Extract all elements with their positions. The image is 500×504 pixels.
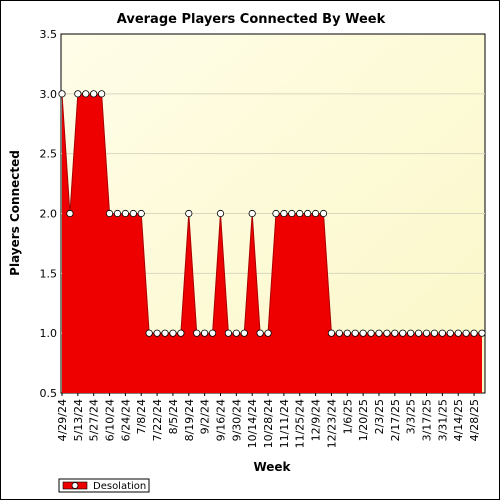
data-point: [248, 209, 256, 218]
legend-marker: [71, 482, 79, 489]
data-point: [454, 329, 462, 337]
data-point: [232, 329, 240, 337]
data-point: [311, 209, 320, 218]
x-tick-label: 7/8/24: [135, 399, 148, 434]
data-point: [145, 329, 153, 337]
data-point: [216, 209, 225, 218]
x-tick-label: 3/31/25: [436, 399, 449, 441]
data-point: [407, 329, 415, 337]
x-tick-label: 11/11/24: [278, 399, 291, 448]
data-point: [177, 329, 185, 337]
data-point: [201, 329, 209, 337]
data-point: [121, 209, 129, 218]
data-point: [351, 329, 359, 337]
data-point: [430, 329, 439, 337]
data-point: [66, 209, 74, 218]
data-point: [264, 329, 272, 337]
data-point: [137, 209, 145, 218]
data-point: [422, 329, 431, 337]
data-point: [208, 329, 217, 337]
data-point: [478, 329, 486, 337]
data-point: [288, 209, 296, 218]
data-point: [367, 329, 375, 337]
data-point: [185, 209, 193, 218]
data-point: [446, 329, 454, 337]
y-tick-label: 2.5: [40, 148, 58, 161]
x-tick-label: 1/6/25: [341, 399, 354, 434]
x-tick-label: 10/28/24: [262, 399, 275, 448]
data-point: [296, 209, 304, 218]
y-tick-label: 3.5: [40, 28, 58, 41]
legend-label: Desolation: [93, 481, 146, 492]
data-point: [129, 209, 137, 218]
x-tick-label: 12/23/24: [325, 399, 338, 448]
x-tick-label: 3/3/25: [405, 399, 418, 434]
series-area: [62, 93, 482, 393]
x-tick-label: 5/27/24: [88, 399, 101, 441]
chart-title: Average Players Connected By Week: [117, 12, 386, 27]
data-point: [82, 90, 90, 98]
y-tick-label: 3.0: [40, 88, 58, 101]
data-point: [383, 329, 391, 337]
x-tick-label: 6/24/24: [119, 399, 132, 441]
x-tick-label: 4/28/25: [468, 399, 481, 441]
data-point: [462, 329, 470, 337]
data-point: [161, 329, 169, 337]
y-tick-label: 0.5: [40, 387, 58, 400]
data-point: [169, 329, 177, 337]
y-tick-label: 2.0: [40, 208, 58, 221]
data-point: [319, 209, 328, 218]
data-point: [438, 329, 446, 337]
x-tick-label: 7/22/24: [151, 399, 164, 441]
data-point: [280, 209, 288, 218]
data-point: [105, 209, 114, 218]
x-tick-label: 9/30/24: [230, 399, 243, 441]
x-axis-label: Week: [253, 460, 291, 474]
x-tick-label: 12/9/24: [310, 399, 323, 441]
x-tick-label: 6/10/24: [104, 399, 117, 441]
legend: Desolation: [58, 478, 150, 493]
data-point: [399, 329, 407, 337]
x-tick-label: 5/13/24: [72, 399, 85, 441]
data-point: [272, 209, 280, 218]
y-tick-label: 1.0: [40, 327, 58, 340]
x-tick-label: 4/14/25: [452, 399, 465, 441]
data-point: [415, 329, 423, 337]
x-tick-label: 9/16/24: [214, 399, 227, 441]
x-tick-label: 8/5/24: [167, 399, 180, 434]
x-tick-label: 1/20/25: [357, 399, 370, 441]
data-point: [193, 329, 201, 337]
data-point: [113, 209, 122, 218]
x-tick-label: 2/17/25: [389, 399, 402, 441]
data-point: [327, 329, 336, 337]
data-point: [343, 329, 351, 337]
x-tick-label: 10/14/24: [246, 399, 259, 448]
data-point: [90, 90, 98, 98]
x-tick-label: 2/3/25: [373, 399, 386, 434]
data-point: [224, 329, 233, 337]
x-tick-label: 3/17/25: [421, 399, 434, 441]
y-axis-label: Players Connected: [8, 150, 22, 276]
data-point: [58, 90, 66, 98]
data-point: [240, 329, 248, 337]
data-point: [470, 329, 478, 337]
x-tick-label: 11/25/24: [294, 399, 307, 448]
y-tick-label: 1.5: [40, 267, 58, 280]
x-tick-label: 8/19/24: [183, 399, 196, 441]
x-tick-label: 9/2/24: [199, 399, 212, 434]
data-point: [375, 329, 383, 337]
data-point: [304, 209, 312, 218]
data-point: [335, 329, 343, 337]
data-point: [98, 90, 106, 98]
data-point: [256, 329, 264, 337]
data-point: [153, 329, 161, 337]
data-point: [359, 329, 367, 337]
data-point: [74, 90, 82, 98]
data-point: [391, 329, 399, 337]
x-tick-label: 4/29/24: [56, 399, 69, 441]
